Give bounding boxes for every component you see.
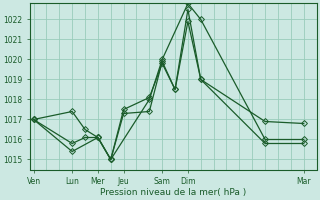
X-axis label: Pression niveau de la mer( hPa ): Pression niveau de la mer( hPa ) [100,188,247,197]
